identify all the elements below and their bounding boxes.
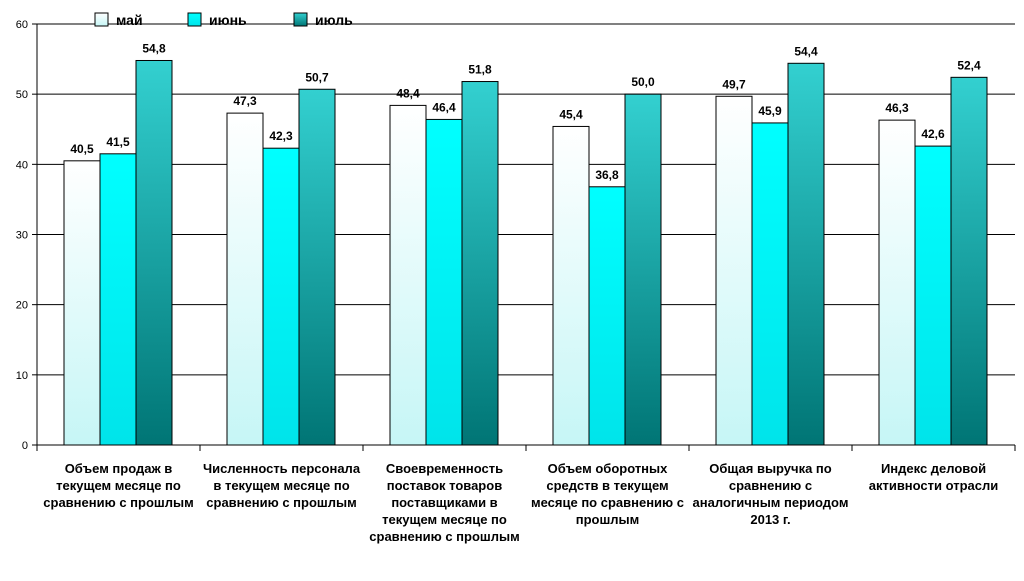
data-label: 48,4 <box>396 86 420 100</box>
y-tick-label: 50 <box>16 89 28 101</box>
x-tick-label: Общая выручка по сравнению с аналогичным… <box>692 461 849 527</box>
y-tick-label: 0 <box>22 440 28 452</box>
y-tick-label: 10 <box>16 370 28 382</box>
legend-swatch <box>187 12 202 27</box>
bar <box>624 93 662 446</box>
bar <box>588 186 626 446</box>
bar <box>878 119 916 446</box>
data-label: 41,5 <box>106 135 130 149</box>
data-label: 52,4 <box>957 58 981 72</box>
data-label: 36,8 <box>595 168 619 182</box>
data-label: 47,3 <box>233 94 257 108</box>
bar <box>787 62 825 446</box>
legend-label: май <box>116 12 143 28</box>
y-tick-label: 40 <box>16 159 28 171</box>
legend-swatch <box>94 12 109 27</box>
bars <box>63 59 988 446</box>
legend-label: июль <box>315 12 353 28</box>
data-label: 45,9 <box>758 104 782 118</box>
x-tick-label: Индекс деловой активности отрасли <box>868 461 999 493</box>
data-label: 50,0 <box>631 75 655 89</box>
legend: май июнь июль <box>94 12 353 28</box>
data-label: 49,7 <box>722 77 746 91</box>
legend-swatch <box>293 12 308 27</box>
bar <box>389 104 427 446</box>
y-tick-label: 20 <box>16 300 28 312</box>
bar <box>63 160 101 446</box>
data-label: 50,7 <box>305 70 329 84</box>
data-label: 45,4 <box>559 107 583 121</box>
data-label: 54,4 <box>794 44 818 58</box>
x-tick-label: Объем оборотных средств в текущем месяце… <box>531 461 684 527</box>
bar <box>552 125 590 446</box>
data-label: 42,6 <box>921 127 945 141</box>
bar <box>99 153 137 446</box>
bar <box>751 122 789 446</box>
x-tick-label: Численность персонала в текущем месяце п… <box>202 461 361 510</box>
bar <box>715 95 753 446</box>
axes: 0 10 20 30 40 50 60 <box>16 19 1016 452</box>
data-label: 54,8 <box>142 41 166 55</box>
bar <box>461 81 499 446</box>
data-label: 42,3 <box>269 129 293 143</box>
bar <box>226 112 264 446</box>
bar <box>298 88 336 446</box>
bar <box>135 59 173 446</box>
y-tick-label: 60 <box>16 19 28 31</box>
data-label: 51,8 <box>468 63 492 77</box>
gridlines <box>37 23 1015 376</box>
x-tick-label: Объем продаж в текущем месяце по сравнен… <box>43 461 194 510</box>
data-label: 40,5 <box>70 142 94 156</box>
bar <box>262 147 300 446</box>
value-labels: 40,5 41,5 54,8 47,3 42,3 50,7 48,4 46,4 51,8 45,4… <box>70 41 981 181</box>
legend-label: июнь <box>209 12 247 28</box>
bar <box>425 118 463 446</box>
data-label: 46,4 <box>432 100 456 114</box>
bar <box>914 145 952 446</box>
data-label: 46,3 <box>885 101 909 115</box>
x-tick-label: Своевременность поставок товаров поставщ… <box>369 461 520 544</box>
y-tick-label: 30 <box>16 230 28 242</box>
bar <box>950 76 988 446</box>
